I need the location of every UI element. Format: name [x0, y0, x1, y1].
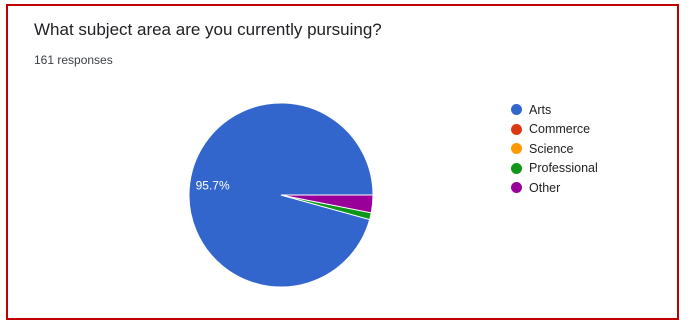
legend-swatch-science [511, 143, 522, 155]
chart-legend: Arts Commerce Science Professional Other [511, 100, 598, 198]
response-count: 161 responses [34, 53, 113, 67]
legend-item-science[interactable]: Science [511, 139, 598, 159]
legend-label-professional: Professional [529, 161, 598, 176]
chart-title: What subject area are you currently purs… [34, 20, 382, 39]
legend-swatch-arts [511, 104, 522, 116]
legend-swatch-professional [511, 162, 522, 174]
legend-label-other: Other [529, 180, 561, 195]
legend-label-arts: Arts [529, 102, 552, 117]
pie-slice-other[interactable] [280, 194, 374, 214]
legend-label-science: Science [529, 141, 574, 156]
slice-label-arts: 95.7% [196, 179, 230, 193]
legend-item-other[interactable]: Other [511, 178, 598, 198]
legend-item-commerce[interactable]: Commerce [511, 120, 598, 140]
legend-swatch-commerce [511, 123, 522, 135]
legend-label-commerce: Commerce [529, 122, 591, 137]
legend-item-professional[interactable]: Professional [511, 159, 598, 179]
legend-item-arts[interactable]: Arts [511, 100, 598, 120]
legend-swatch-other [511, 182, 522, 194]
